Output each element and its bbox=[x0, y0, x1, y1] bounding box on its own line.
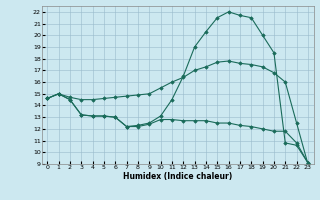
X-axis label: Humidex (Indice chaleur): Humidex (Indice chaleur) bbox=[123, 172, 232, 181]
